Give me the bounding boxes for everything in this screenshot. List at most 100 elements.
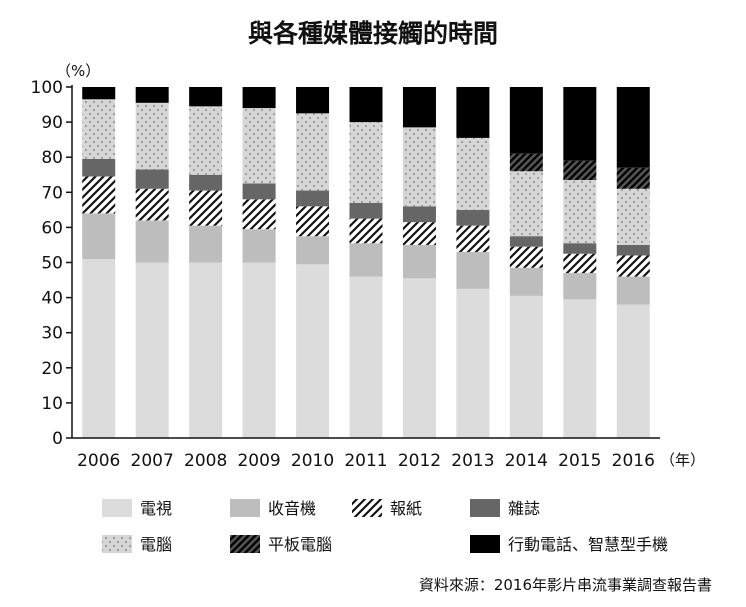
legend-swatch-magazine bbox=[470, 499, 500, 517]
legend-label-radio: 收音機 bbox=[268, 499, 316, 518]
bar-segment-computer bbox=[189, 106, 223, 175]
legend-swatch-tablet bbox=[230, 535, 260, 553]
bar-segment-newspaper bbox=[509, 246, 543, 268]
y-axis-unit: （%） bbox=[56, 62, 100, 80]
y-tick-label: 30 bbox=[41, 324, 63, 344]
bar-segment-mobile bbox=[563, 87, 597, 161]
bar-segment-mobile bbox=[135, 87, 169, 103]
bar-segment-tv bbox=[242, 262, 276, 438]
x-tick-label: 2006 bbox=[77, 451, 120, 471]
x-tick-label: 2008 bbox=[184, 451, 227, 471]
x-axis-unit: （年） bbox=[660, 451, 705, 469]
bar-segment-mobile bbox=[402, 87, 436, 128]
bar-segment-computer bbox=[242, 108, 276, 184]
bar-segment-computer bbox=[82, 99, 116, 159]
bar-segment-mobile bbox=[509, 87, 543, 154]
bar-segment-tablet bbox=[509, 153, 543, 172]
bar-segment-tv bbox=[563, 299, 597, 438]
bar-segment-computer bbox=[509, 171, 543, 237]
y-tick-label: 10 bbox=[41, 394, 63, 414]
bar-segment-computer bbox=[616, 188, 650, 245]
y-tick-label: 40 bbox=[41, 289, 63, 309]
legend-swatch-tv bbox=[102, 499, 132, 517]
bar-segment-mobile bbox=[349, 87, 383, 123]
y-axis-ticks: 0 10 20 30 40 50 60 70 80 90 100 bbox=[31, 78, 72, 449]
bar-segment-newspaper bbox=[82, 176, 116, 214]
y-tick-label: 100 bbox=[31, 78, 63, 98]
bar-segment-computer bbox=[135, 102, 169, 170]
bar-segment-newspaper bbox=[563, 253, 597, 274]
legend-label-magazine: 雜誌 bbox=[508, 499, 540, 518]
bar-segment-radio bbox=[402, 244, 436, 279]
bar-segment-magazine bbox=[242, 183, 276, 200]
x-tick-label: 2015 bbox=[558, 451, 601, 471]
legend-label-newspaper: 報紙 bbox=[390, 499, 422, 518]
bar-segment-radio bbox=[509, 267, 543, 296]
bar-segment-computer bbox=[296, 113, 330, 191]
bar-segment-magazine bbox=[456, 209, 490, 226]
x-tick-label: 2012 bbox=[398, 451, 441, 471]
bar-segment-mobile bbox=[82, 87, 116, 100]
source-note: 資料來源：2016年影片串流事業調查報告書 bbox=[419, 576, 712, 594]
bar-segment-radio bbox=[82, 213, 116, 259]
legend-swatch-computer bbox=[102, 535, 132, 553]
bar-segment-radio bbox=[456, 251, 490, 289]
legend-swatch-newspaper bbox=[352, 499, 382, 517]
bar-segment-computer bbox=[402, 127, 436, 207]
bar-segment-mobile bbox=[456, 87, 490, 138]
chart-title: 與各種媒體接觸的時間 bbox=[248, 19, 498, 48]
y-tick-label: 20 bbox=[41, 359, 63, 379]
legend-label-tablet: 平板電腦 bbox=[268, 535, 332, 554]
bar-segment-tv bbox=[616, 304, 650, 438]
bar-segment-tv bbox=[82, 258, 116, 438]
legend-label-tv: 電視 bbox=[140, 499, 172, 518]
bar-segment-mobile bbox=[189, 87, 223, 107]
bar-segment-computer bbox=[349, 122, 383, 203]
bar-segment-mobile bbox=[242, 87, 276, 109]
y-tick-label: 50 bbox=[41, 254, 63, 274]
bar-segment-radio bbox=[189, 225, 223, 263]
bar-segment-newspaper bbox=[349, 218, 383, 244]
legend-swatch-radio bbox=[230, 499, 260, 517]
bar-segment-newspaper bbox=[135, 188, 169, 221]
legend-label-mobile: 行動電話、智慧型手機 bbox=[508, 535, 668, 554]
x-tick-label: 2007 bbox=[131, 451, 174, 471]
x-tick-label: 2013 bbox=[451, 451, 494, 471]
y-tick-label: 80 bbox=[41, 148, 63, 168]
bar-segment-tablet bbox=[563, 160, 597, 181]
bar-segment-magazine bbox=[402, 206, 436, 223]
bar-segment-newspaper bbox=[456, 225, 490, 252]
legend-label-computer: 電腦 bbox=[140, 535, 172, 554]
y-tick-label: 60 bbox=[41, 218, 63, 238]
bar-segment-radio bbox=[242, 229, 276, 263]
x-tick-label: 2011 bbox=[344, 451, 387, 471]
bar-segment-magazine bbox=[135, 169, 169, 189]
bar-segment-magazine bbox=[349, 202, 383, 219]
bar-segment-tv bbox=[296, 264, 330, 438]
bars bbox=[82, 87, 650, 438]
bar-segment-magazine bbox=[189, 174, 223, 191]
bar-segment-computer bbox=[563, 180, 597, 244]
x-tick-label: 2014 bbox=[505, 451, 548, 471]
x-tick-label: 2016 bbox=[612, 451, 655, 471]
bar-segment-newspaper bbox=[402, 222, 436, 245]
bar-segment-radio bbox=[296, 236, 330, 265]
bar-segment-tablet bbox=[616, 167, 650, 189]
bar-segment-magazine bbox=[563, 243, 597, 254]
bar-segment-tv bbox=[189, 262, 223, 438]
bar-segment-mobile bbox=[616, 87, 650, 168]
bar-segment-tv bbox=[349, 276, 383, 438]
x-tick-label: 2009 bbox=[237, 451, 280, 471]
bar-segment-magazine bbox=[616, 244, 650, 256]
bar-segment-tv bbox=[509, 295, 543, 438]
bar-segment-magazine bbox=[509, 236, 543, 247]
bar-segment-magazine bbox=[82, 158, 116, 177]
bar-segment-radio bbox=[563, 273, 597, 300]
bar-segment-mobile bbox=[296, 87, 330, 114]
x-tick-label: 2010 bbox=[291, 451, 334, 471]
bar-segment-newspaper bbox=[189, 190, 223, 226]
bar-segment-radio bbox=[616, 276, 650, 305]
